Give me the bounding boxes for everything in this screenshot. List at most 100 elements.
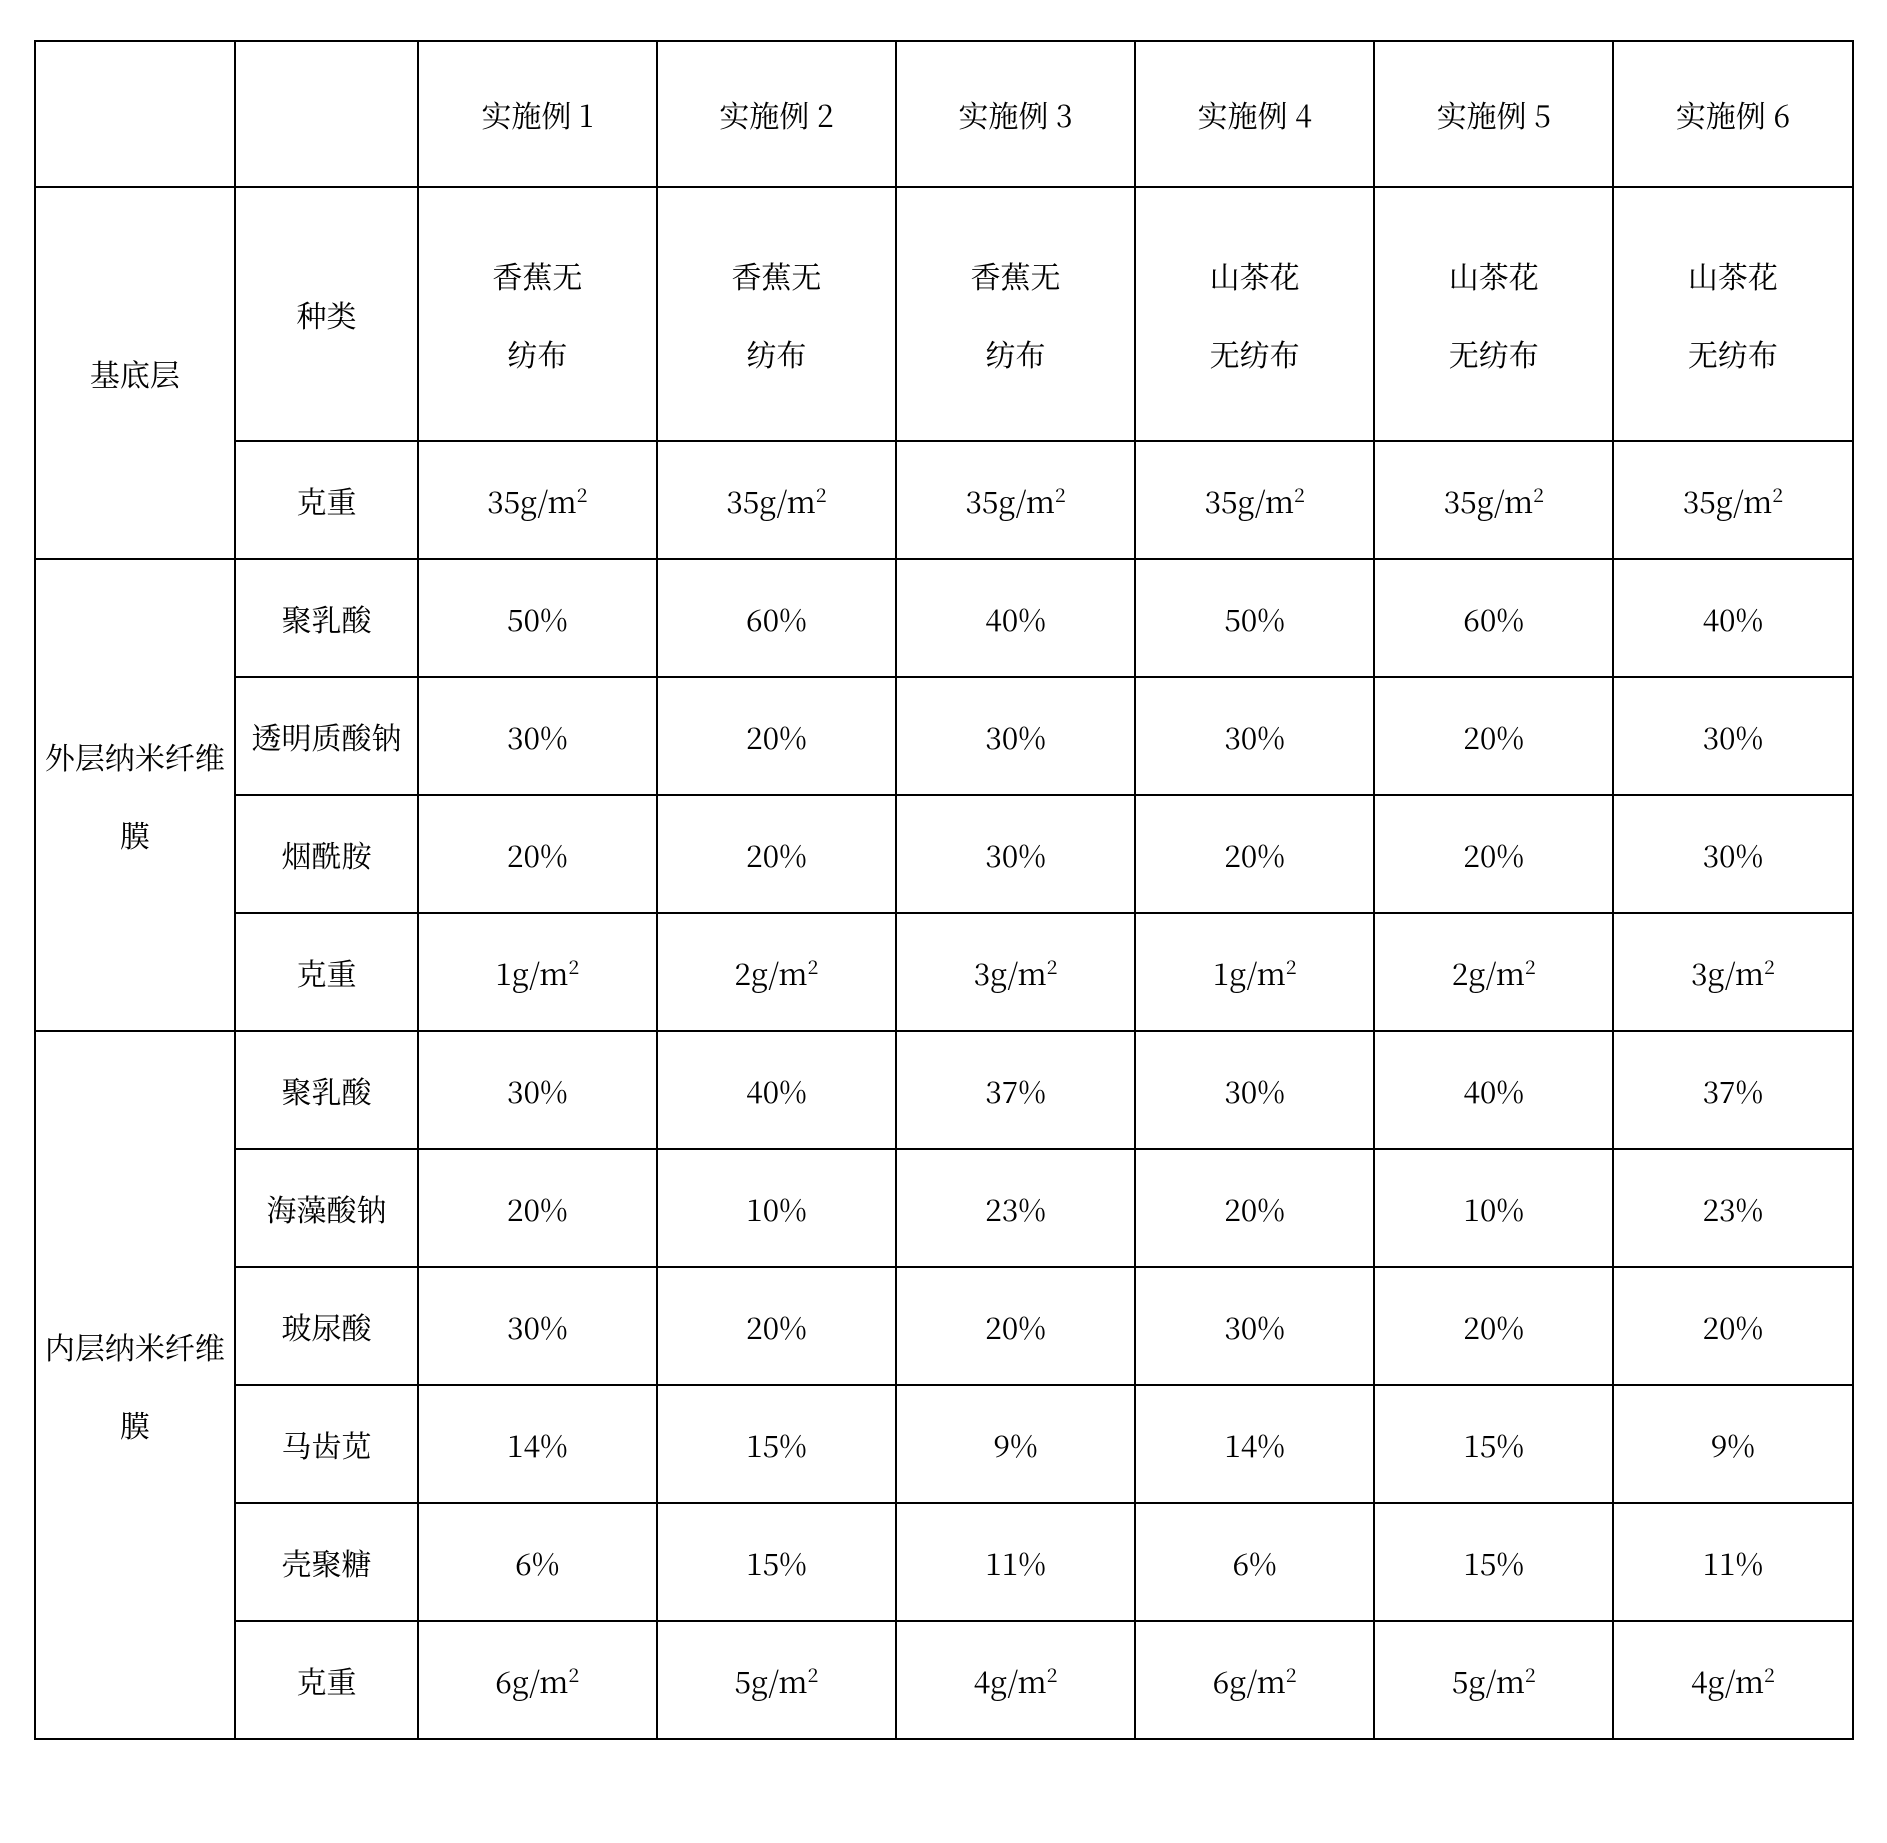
cell: 20% <box>1374 677 1613 795</box>
cell: 15% <box>657 1503 896 1621</box>
header-ex5: 实施例 5 <box>1374 41 1613 187</box>
cell: 35g/m2 <box>896 441 1135 559</box>
cell: 14% <box>1135 1385 1374 1503</box>
table-row: 马齿苋 14% 15% 9% 14% 15% 9% <box>35 1385 1853 1503</box>
cell: 30% <box>1135 1267 1374 1385</box>
cell: 20% <box>1374 795 1613 913</box>
cell: 20% <box>418 1149 657 1267</box>
header-ex3: 实施例 3 <box>896 41 1135 187</box>
section-inner-label: 内层纳米纤维 膜 <box>35 1031 236 1739</box>
cell: 30% <box>1613 795 1852 913</box>
cell: 5g/m2 <box>657 1621 896 1739</box>
cell: 11% <box>896 1503 1135 1621</box>
cell: 香蕉无 纺布 <box>657 187 896 441</box>
cell: 40% <box>657 1031 896 1149</box>
table-row: 玻尿酸 30% 20% 20% 30% 20% 20% <box>35 1267 1853 1385</box>
row-label: 玻尿酸 <box>235 1267 418 1385</box>
cell: 23% <box>896 1149 1135 1267</box>
table-row: 克重 35g/m2 35g/m2 35g/m2 35g/m2 35g/m2 35… <box>35 441 1853 559</box>
cell: 35g/m2 <box>1613 441 1852 559</box>
cell: 23% <box>1613 1149 1852 1267</box>
table-row: 烟酰胺 20% 20% 30% 20% 20% 30% <box>35 795 1853 913</box>
cell: 30% <box>896 795 1135 913</box>
cell: 50% <box>418 559 657 677</box>
cell: 20% <box>657 795 896 913</box>
cell: 30% <box>418 1031 657 1149</box>
row-label: 烟酰胺 <box>235 795 418 913</box>
cell: 20% <box>657 677 896 795</box>
row-label: 聚乳酸 <box>235 1031 418 1149</box>
cell: 40% <box>1374 1031 1613 1149</box>
cell: 香蕉无 纺布 <box>418 187 657 441</box>
cell: 4g/m2 <box>1613 1621 1852 1739</box>
cell: 山茶花 无纺布 <box>1613 187 1852 441</box>
row-label: 海藻酸钠 <box>235 1149 418 1267</box>
cell: 20% <box>1135 1149 1374 1267</box>
header-ex1: 实施例 1 <box>418 41 657 187</box>
cell: 15% <box>1374 1503 1613 1621</box>
cell: 20% <box>1613 1267 1852 1385</box>
row-label: 种类 <box>235 187 418 441</box>
cell: 20% <box>657 1267 896 1385</box>
cell: 山茶花 无纺布 <box>1374 187 1613 441</box>
cell: 9% <box>1613 1385 1852 1503</box>
cell: 山茶花 无纺布 <box>1135 187 1374 441</box>
row-label: 克重 <box>235 913 418 1031</box>
row-label: 聚乳酸 <box>235 559 418 677</box>
cell: 35g/m2 <box>657 441 896 559</box>
cell: 20% <box>1374 1267 1613 1385</box>
cell: 60% <box>657 559 896 677</box>
cell: 10% <box>1374 1149 1613 1267</box>
row-label: 透明质酸钠 <box>235 677 418 795</box>
table-row: 内层纳米纤维 膜 聚乳酸 30% 40% 37% 30% 40% 37% <box>35 1031 1853 1149</box>
cell: 6% <box>1135 1503 1374 1621</box>
header-ex6: 实施例 6 <box>1613 41 1852 187</box>
section-base-label: 基底层 <box>35 187 236 559</box>
cell: 30% <box>1613 677 1852 795</box>
header-ex4: 实施例 4 <box>1135 41 1374 187</box>
row-label: 马齿苋 <box>235 1385 418 1503</box>
header-ex2: 实施例 2 <box>657 41 896 187</box>
table-row: 壳聚糖 6% 15% 11% 6% 15% 11% <box>35 1503 1853 1621</box>
cell: 6g/m2 <box>418 1621 657 1739</box>
table-row: 克重 6g/m2 5g/m2 4g/m2 6g/m2 5g/m2 4g/m2 <box>35 1621 1853 1739</box>
table-row: 克重 1g/m2 2g/m2 3g/m2 1g/m2 2g/m2 3g/m2 <box>35 913 1853 1031</box>
cell: 30% <box>1135 677 1374 795</box>
cell: 40% <box>1613 559 1852 677</box>
cell: 35g/m2 <box>1374 441 1613 559</box>
cell: 40% <box>896 559 1135 677</box>
cell: 15% <box>657 1385 896 1503</box>
cell: 30% <box>1135 1031 1374 1149</box>
header-blank-2 <box>235 41 418 187</box>
cell: 香蕉无 纺布 <box>896 187 1135 441</box>
cell: 30% <box>418 1267 657 1385</box>
cell: 60% <box>1374 559 1613 677</box>
cell: 20% <box>896 1267 1135 1385</box>
cell: 1g/m2 <box>1135 913 1374 1031</box>
cell: 20% <box>1135 795 1374 913</box>
row-label: 壳聚糖 <box>235 1503 418 1621</box>
cell: 37% <box>1613 1031 1852 1149</box>
row-label: 克重 <box>235 1621 418 1739</box>
cell: 30% <box>418 677 657 795</box>
cell: 35g/m2 <box>1135 441 1374 559</box>
row-label: 克重 <box>235 441 418 559</box>
header-blank-1 <box>35 41 236 187</box>
cell: 4g/m2 <box>896 1621 1135 1739</box>
cell: 30% <box>896 677 1135 795</box>
section-outer-label: 外层纳米纤维 膜 <box>35 559 236 1031</box>
cell: 10% <box>657 1149 896 1267</box>
cell: 2g/m2 <box>1374 913 1613 1031</box>
cell: 3g/m2 <box>896 913 1135 1031</box>
cell: 1g/m2 <box>418 913 657 1031</box>
cell: 15% <box>1374 1385 1613 1503</box>
data-table: 实施例 1 实施例 2 实施例 3 实施例 4 实施例 5 实施例 6 基底层 … <box>34 40 1854 1740</box>
cell: 11% <box>1613 1503 1852 1621</box>
cell: 35g/m2 <box>418 441 657 559</box>
table-row: 海藻酸钠 20% 10% 23% 20% 10% 23% <box>35 1149 1853 1267</box>
cell: 20% <box>418 795 657 913</box>
cell: 14% <box>418 1385 657 1503</box>
cell: 9% <box>896 1385 1135 1503</box>
cell: 6% <box>418 1503 657 1621</box>
cell: 50% <box>1135 559 1374 677</box>
